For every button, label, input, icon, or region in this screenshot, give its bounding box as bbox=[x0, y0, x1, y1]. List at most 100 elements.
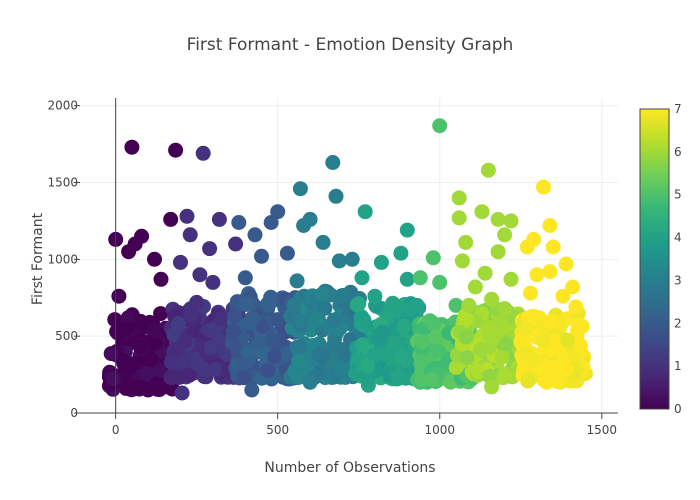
scatter-point bbox=[539, 374, 555, 390]
scatter-point bbox=[179, 208, 195, 224]
scatter-point bbox=[430, 342, 446, 358]
scatter-point bbox=[296, 218, 312, 233]
scatter-point bbox=[225, 335, 241, 351]
scatter-point bbox=[535, 333, 551, 349]
colorbar: 0 1 2 3 4 5 6 7 bbox=[639, 102, 682, 416]
scatter-point bbox=[503, 271, 519, 287]
scatter-point bbox=[473, 342, 489, 357]
scatter-point bbox=[213, 311, 229, 327]
scatter-point bbox=[474, 204, 490, 220]
scatter-point bbox=[120, 320, 135, 336]
scatter-point bbox=[355, 337, 371, 353]
points-layer bbox=[101, 118, 593, 401]
chart-title: First Formant - Emotion Density Graph bbox=[187, 35, 514, 55]
scatter-point bbox=[291, 354, 306, 369]
scatter-point bbox=[424, 372, 440, 388]
scatter-point bbox=[542, 264, 558, 280]
scatter-point bbox=[166, 344, 182, 359]
scatter-point bbox=[328, 188, 344, 204]
colorbar-tick-label: 5 bbox=[674, 188, 682, 202]
x-tick-label: 1000 bbox=[424, 423, 455, 437]
scatter-point bbox=[240, 344, 256, 360]
scatter-point bbox=[286, 297, 302, 313]
scatter-point bbox=[484, 291, 500, 307]
scatter-point bbox=[425, 250, 441, 266]
scatter-point bbox=[497, 227, 513, 243]
scatter-point bbox=[412, 270, 428, 286]
scatter-point bbox=[127, 236, 143, 252]
scatter-point bbox=[152, 362, 168, 378]
scatter-point bbox=[133, 313, 148, 329]
colorbar-tick-label: 6 bbox=[674, 145, 682, 159]
scatter-point bbox=[409, 297, 425, 313]
scatter-point bbox=[432, 118, 448, 134]
scatter-point bbox=[124, 139, 140, 155]
scatter-point bbox=[536, 179, 551, 195]
scatter-point bbox=[174, 385, 190, 401]
scatter-point bbox=[568, 299, 584, 315]
scatter-point bbox=[147, 336, 163, 351]
scatter-point bbox=[237, 270, 253, 286]
scatter-point bbox=[192, 267, 208, 283]
scatter-point bbox=[458, 329, 474, 345]
scatter-point bbox=[480, 162, 496, 178]
colorbar-tick-label: 7 bbox=[674, 102, 682, 116]
scatter-point bbox=[519, 239, 535, 255]
scatter-point bbox=[550, 374, 565, 389]
scatter-point bbox=[477, 265, 493, 281]
scatter-point bbox=[367, 288, 383, 304]
scatter-point bbox=[518, 345, 534, 361]
scatter-point bbox=[317, 300, 333, 316]
colorbar-tick-label: 4 bbox=[674, 231, 682, 245]
scatter-point bbox=[374, 325, 390, 340]
scatter-point bbox=[458, 311, 474, 327]
scatter-point bbox=[140, 382, 156, 398]
scatter-point bbox=[544, 360, 560, 376]
scatter-point bbox=[227, 308, 243, 324]
scatter-point bbox=[182, 227, 198, 243]
x-tick-label: 1500 bbox=[587, 423, 618, 437]
scatter-point bbox=[336, 287, 352, 303]
scatter-point bbox=[255, 319, 271, 335]
scatter-point bbox=[393, 245, 409, 261]
scatter-point bbox=[183, 307, 199, 323]
scatter-point bbox=[173, 254, 188, 270]
colorbar-tick-label: 1 bbox=[674, 359, 682, 373]
scatter-point bbox=[490, 211, 506, 227]
scatter-point bbox=[484, 379, 500, 395]
scatter-point bbox=[228, 236, 244, 252]
scatter-point bbox=[168, 142, 184, 158]
y-tick-label: 0 bbox=[70, 406, 78, 420]
scatter-point bbox=[360, 358, 376, 374]
scatter-point bbox=[292, 339, 308, 355]
scatter-point bbox=[545, 239, 561, 255]
scatter-point bbox=[103, 346, 119, 362]
x-tick-label: 0 bbox=[112, 423, 120, 437]
scatter-point bbox=[490, 244, 506, 260]
scatter-point bbox=[225, 323, 241, 339]
scatter-point bbox=[311, 346, 327, 362]
scatter-point bbox=[189, 355, 205, 371]
scatter-point bbox=[292, 181, 308, 197]
scatter-point bbox=[523, 285, 538, 301]
scatter-point bbox=[153, 271, 169, 287]
scatter-point bbox=[236, 356, 252, 372]
scatter-point bbox=[570, 317, 586, 333]
scatter-point bbox=[459, 349, 475, 365]
scatter-point bbox=[147, 251, 162, 267]
scatter-point bbox=[163, 369, 179, 385]
scatter-point bbox=[289, 273, 305, 289]
y-tick-label: 2000 bbox=[47, 99, 78, 113]
scatter-point bbox=[385, 295, 401, 311]
scatter-point bbox=[163, 211, 179, 227]
scatter-point bbox=[293, 312, 309, 328]
x-axis-title: Number of Observations bbox=[264, 460, 435, 476]
scatter-point bbox=[481, 320, 497, 336]
scatter-point bbox=[448, 297, 464, 313]
scatter-point bbox=[503, 213, 519, 229]
scatter-point bbox=[166, 327, 182, 343]
scatter-point bbox=[414, 334, 430, 350]
scatter-point bbox=[385, 335, 401, 351]
scatter-point bbox=[349, 297, 365, 313]
scatter-point bbox=[260, 362, 276, 378]
